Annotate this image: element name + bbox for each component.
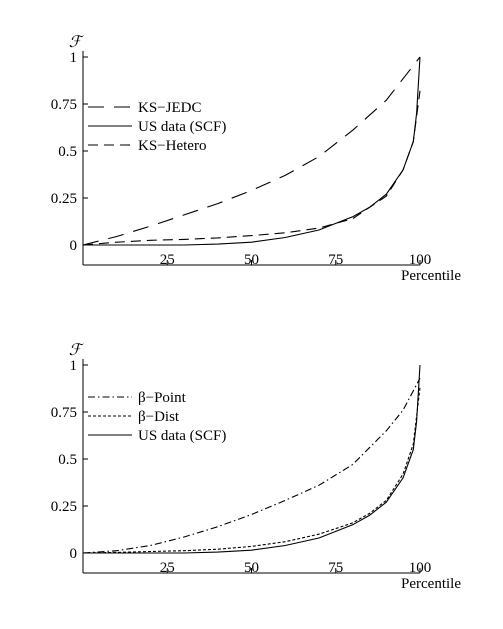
series-line-2 <box>83 56 421 246</box>
y-tick-label: 0.25 <box>51 499 77 515</box>
y-tick-label: 0.75 <box>51 97 77 113</box>
x-tick-label: 25 <box>160 252 175 268</box>
legend-entry: KS−Hetero <box>138 138 206 154</box>
legend: KS−JEDC US data (SCF) KS−Hetero <box>88 100 226 154</box>
y-axis-label: ℱ <box>69 34 85 51</box>
x-tick-label: 75 <box>328 560 343 576</box>
y-tick-label: 0 <box>70 238 78 254</box>
x-tick-label: 25 <box>160 560 175 576</box>
legend-entry: US data (SCF) <box>138 119 226 135</box>
y-tick-label: 0.5 <box>58 144 77 160</box>
x-axis-label: Percentile <box>401 268 461 284</box>
y-tick-label: 0.25 <box>51 191 77 207</box>
x-tick-label: 50 <box>244 560 259 576</box>
legend-entry: β−Dist <box>138 409 180 425</box>
y-tick-label: 0.75 <box>51 405 77 421</box>
legend-entry: US data (SCF) <box>138 428 226 444</box>
x-axis-label: Percentile <box>401 576 461 592</box>
series-line-3 <box>82 90 421 246</box>
x-tick-label: 50 <box>244 252 259 268</box>
x-tick-label: 100 <box>409 252 432 268</box>
series-line-1 <box>82 377 421 554</box>
y-tick-label: 0.5 <box>58 452 77 468</box>
series-line-1 <box>82 56 421 246</box>
x-tick-label: 75 <box>328 252 343 268</box>
y-tick-label: 1 <box>70 358 78 374</box>
legend-entry: β−Point <box>138 390 187 406</box>
series-line-3 <box>83 364 421 554</box>
x-tick-label: 100 <box>409 560 432 576</box>
y-axis-label: ℱ <box>69 342 85 359</box>
series-line-2 <box>82 387 421 554</box>
y-tick-label: 0 <box>70 546 78 562</box>
legend-entry: KS−JEDC <box>138 100 201 116</box>
y-tick-label: 1 <box>70 50 78 66</box>
legend: β−Point β−Dist US data (SCF) <box>88 390 226 444</box>
